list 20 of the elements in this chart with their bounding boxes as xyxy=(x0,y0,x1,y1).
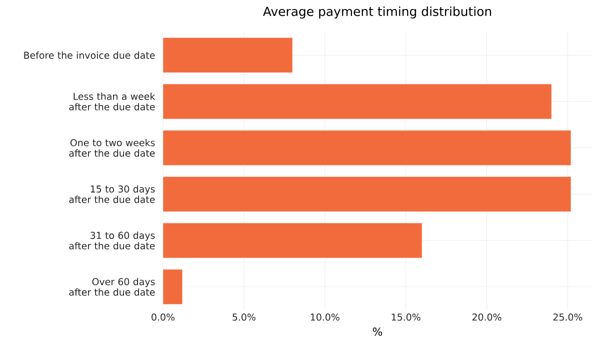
x-tick-label: 10.0% xyxy=(310,314,340,321)
bar xyxy=(163,222,422,258)
bar xyxy=(163,130,572,166)
y-tick-label: Over 60 days after the due date xyxy=(69,278,155,296)
bar xyxy=(163,38,293,73)
bar xyxy=(163,269,183,304)
bar xyxy=(163,176,572,212)
y-tick-label: 15 to 30 days after the due date xyxy=(69,185,155,204)
x-tick-label: 5.0% xyxy=(232,314,256,321)
x-tick-label: 15.0% xyxy=(392,314,420,321)
x-axis-title: % xyxy=(372,328,382,336)
x-tick-label: 0.0% xyxy=(152,314,174,321)
y-tick-label: Before the invoice due date xyxy=(24,52,155,59)
bar xyxy=(163,84,552,120)
chart-title: Average payment timing distribution xyxy=(263,6,492,19)
y-tick-label: 31 to 60 days after the due date xyxy=(69,232,155,250)
x-tick-label: 20.0% xyxy=(472,314,502,321)
y-tick-label: One to two weeks after the due date xyxy=(69,138,155,157)
y-tick-label: Less than a week after the due date xyxy=(69,92,156,110)
x-tick-label: 25.0% xyxy=(553,314,582,321)
